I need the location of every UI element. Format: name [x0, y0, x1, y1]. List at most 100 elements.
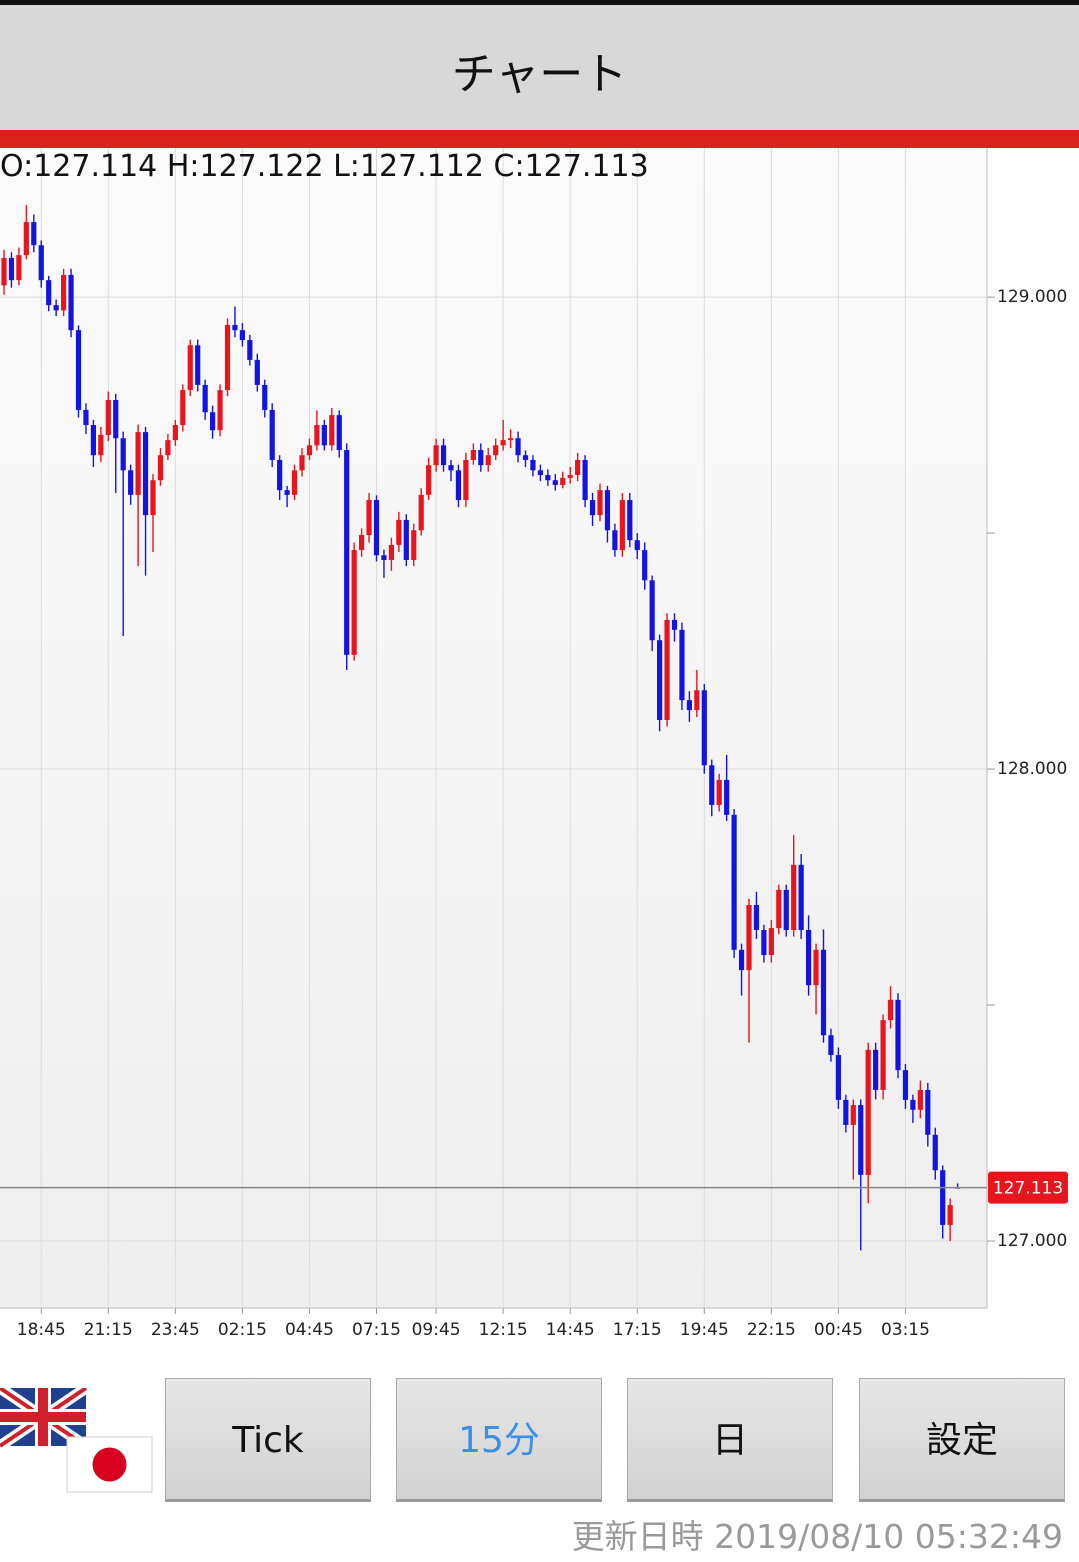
tick-button[interactable]: Tick — [165, 1378, 371, 1502]
candle-body — [828, 1035, 834, 1056]
candle-body — [195, 345, 201, 385]
candle-body — [940, 1170, 946, 1225]
candle-body — [75, 330, 82, 410]
plot-background — [0, 148, 987, 1308]
candle-body — [701, 690, 707, 766]
x-tick-label: 14:45 — [546, 1320, 595, 1340]
candle-body — [530, 459, 536, 471]
update-time: 更新日時 2019/08/10 05:32:49 — [572, 1510, 1063, 1558]
candle-body — [589, 500, 596, 516]
candle-body — [373, 500, 380, 556]
candle-body — [694, 690, 700, 711]
candle-body — [686, 700, 692, 711]
candle-body — [418, 494, 424, 531]
candle-body — [262, 384, 268, 410]
candle-body — [284, 490, 290, 495]
daily-button[interactable]: 日 — [627, 1378, 833, 1502]
candle-body — [202, 384, 208, 413]
candle-body — [560, 477, 566, 485]
candle-body — [902, 1070, 909, 1100]
candle-body — [575, 459, 581, 476]
candle-body — [1, 257, 7, 286]
candle-body — [858, 1105, 864, 1175]
ohlc-label: C: — [493, 149, 525, 184]
candle-body — [642, 550, 648, 581]
candle-body — [135, 432, 141, 495]
candle-body — [299, 455, 305, 471]
candle-body — [396, 519, 402, 545]
candle-body — [217, 390, 223, 431]
candle-body — [440, 445, 447, 466]
x-tick-label: 17:15 — [613, 1320, 662, 1340]
candle-body — [321, 425, 327, 446]
candle-body — [366, 500, 372, 535]
candle-body — [776, 889, 782, 929]
candle-body — [634, 540, 640, 551]
candle-body — [329, 415, 335, 446]
x-tick-label: 19:45 — [680, 1320, 729, 1340]
title-bar: チャート — [0, 0, 1079, 130]
candle-body — [388, 544, 394, 560]
candle-body — [359, 534, 365, 551]
candle-body — [865, 1049, 871, 1175]
candle-body — [187, 345, 193, 391]
candle-body — [470, 450, 476, 460]
candle-body — [157, 455, 164, 481]
settings-button[interactable]: 設定 — [859, 1378, 1065, 1502]
candle-body — [16, 255, 22, 281]
candle-body — [150, 480, 156, 516]
candle-body — [873, 1049, 879, 1090]
currency-flags — [0, 1388, 153, 1493]
candle-body — [508, 438, 514, 441]
candle-body — [381, 555, 387, 560]
candle-body — [105, 400, 111, 435]
candle-body — [336, 415, 342, 451]
candle-body — [53, 305, 59, 311]
candle-body — [537, 470, 543, 476]
x-tick-label: 18:45 — [17, 1320, 66, 1340]
candle-body — [806, 929, 812, 986]
candle-body — [947, 1205, 953, 1225]
y-tick-label: 128.000 — [997, 759, 1067, 779]
candle-body — [552, 480, 558, 485]
candle-body — [917, 1089, 923, 1110]
candle-body — [277, 459, 283, 491]
last-price-label: 127.113 — [993, 1179, 1063, 1199]
candle-body — [455, 470, 462, 501]
candle-body — [612, 530, 618, 551]
ohlc-label: O: — [0, 149, 34, 184]
candle-body — [649, 580, 655, 641]
ohlc-value: 127.113 — [524, 149, 649, 184]
candle-body — [113, 400, 119, 439]
candle-body — [291, 470, 298, 495]
candle-body — [604, 490, 611, 531]
candle-body — [61, 274, 67, 311]
page-title: チャート — [451, 49, 628, 100]
ohlc-label: H: — [166, 149, 200, 184]
candle-body — [98, 434, 104, 456]
candle-body — [224, 324, 231, 391]
candle-body — [232, 324, 238, 331]
candle-body — [895, 999, 901, 1071]
y-tick-label: 129.000 — [997, 287, 1067, 307]
candle-body — [783, 889, 789, 930]
candle-body — [731, 814, 737, 950]
candle-body — [582, 459, 588, 501]
candle-body — [567, 475, 573, 478]
x-tick-label: 03:15 — [881, 1320, 930, 1340]
timeframe-button[interactable]: 15分 — [396, 1378, 602, 1502]
candle-body — [753, 904, 760, 930]
candle-body — [411, 530, 417, 560]
candle-body — [23, 222, 29, 256]
x-tick-label: 12:15 — [479, 1320, 528, 1340]
candle-body — [142, 432, 149, 516]
candle-body — [724, 779, 730, 815]
candle-body — [522, 455, 529, 460]
x-tick-label: 22:15 — [747, 1320, 796, 1340]
candle-body — [813, 949, 819, 986]
candle-body — [120, 438, 126, 471]
candle-body — [172, 425, 178, 441]
candle-body — [500, 440, 506, 446]
candle-body — [597, 490, 603, 516]
